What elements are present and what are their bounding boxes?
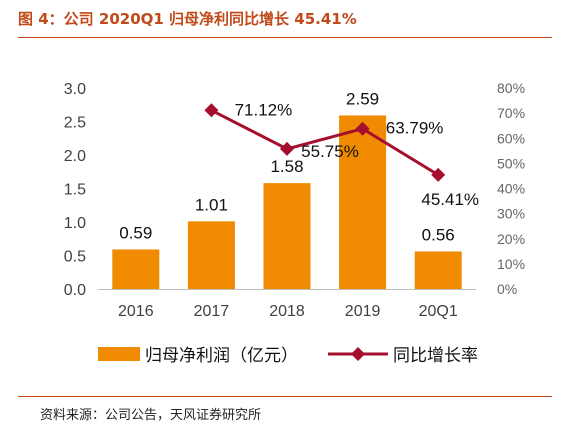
legend-bar-swatch xyxy=(98,347,140,361)
line-series xyxy=(204,103,446,182)
left-tick-0.5: 0.5 xyxy=(64,249,86,266)
bar-2016 xyxy=(112,249,160,289)
legend-bar-label: 归母净利润（亿元） xyxy=(145,346,298,365)
bar-label-20Q1: 0.56 xyxy=(422,225,455,244)
figure-title: 图 4：公司 2020Q1 归母净利同比增长 45.41% xyxy=(18,10,357,28)
bar-data-labels: 0.59 1.01 1.58 2.59 0.56 xyxy=(119,89,454,244)
bar-label-2018: 1.58 xyxy=(270,157,303,176)
x-tick-2019: 2019 xyxy=(345,303,381,320)
right-tick-30%: 30% xyxy=(497,206,525,222)
bar-20Q1 xyxy=(414,251,462,289)
right-tick-20%: 20% xyxy=(497,231,525,247)
x-tick-2018: 2018 xyxy=(269,303,305,320)
line-data-labels: 71.12% 55.75% 63.79% 45.41% xyxy=(235,100,479,209)
bar-2019 xyxy=(339,115,387,289)
bar-2017 xyxy=(187,221,235,289)
growth-rate-line xyxy=(210,108,439,177)
left-tick-2.5: 2.5 xyxy=(64,115,86,132)
chart-canvas: 0.59 1.01 1.58 2.59 0.56 71.12% 55.75% 63.79% 4… xyxy=(64,80,525,365)
line-point-2018 xyxy=(280,141,294,156)
bar-2018 xyxy=(263,183,311,289)
right-y-axis: 0% 10% 20% 30% 40% 50% 60% 70% 80% xyxy=(497,80,525,297)
line-label-20Q1: 45.41% xyxy=(421,190,479,209)
bar-label-2017: 1.01 xyxy=(195,195,228,214)
legend-line-marker xyxy=(351,347,365,361)
title-divider xyxy=(18,37,552,38)
bar-series xyxy=(112,115,462,289)
legend-line-label: 同比增长率 xyxy=(393,346,478,365)
left-tick-1.5: 1.5 xyxy=(64,182,86,199)
left-tick-3.0: 3.0 xyxy=(64,81,86,98)
line-label-2017: 71.12% xyxy=(235,100,293,119)
bar-label-2019: 2.59 xyxy=(346,89,379,108)
right-tick-60%: 60% xyxy=(497,130,525,146)
x-tick-20Q1: 20Q1 xyxy=(419,303,458,320)
bar-label-2016: 0.59 xyxy=(119,223,152,242)
x-axis: 2016 2017 2018 2019 20Q1 xyxy=(98,289,476,320)
right-tick-70%: 70% xyxy=(497,105,525,121)
footer-divider xyxy=(18,396,552,397)
right-tick-10%: 10% xyxy=(497,256,525,272)
right-tick-40%: 40% xyxy=(497,181,525,197)
line-label-2018: 55.75% xyxy=(301,142,359,161)
right-tick-50%: 50% xyxy=(497,155,525,171)
left-y-axis: 0.0 0.5 1.0 1.5 2.0 2.5 3.0 xyxy=(64,81,86,299)
left-tick-2.0: 2.0 xyxy=(64,148,86,165)
right-tick-0%: 0% xyxy=(497,281,517,297)
legend: 归母净利润（亿元） 同比增长率 xyxy=(98,346,478,365)
left-tick-0.0: 0.0 xyxy=(64,282,86,299)
left-tick-1.0: 1.0 xyxy=(64,215,86,232)
line-label-2019: 63.79% xyxy=(386,119,444,138)
line-point-20Q1 xyxy=(431,167,446,182)
line-point-2019 xyxy=(355,121,370,136)
right-tick-80%: 80% xyxy=(497,80,525,96)
x-tick-2016: 2016 xyxy=(118,303,154,320)
source-note: 资料来源：公司公告，天风证券研究所 xyxy=(40,408,262,423)
line-point-2017 xyxy=(204,103,219,118)
x-tick-2017: 2017 xyxy=(194,303,230,320)
